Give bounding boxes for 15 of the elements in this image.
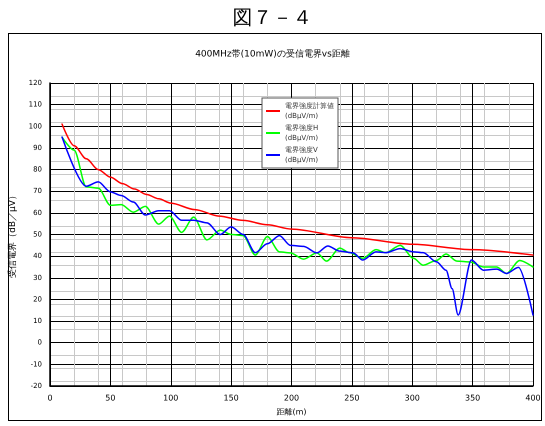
- x-tick-label: 350: [464, 394, 480, 402]
- x-tick-label: 50: [105, 394, 116, 402]
- x-tick-label: 250: [344, 394, 360, 402]
- line-series: [61, 136, 534, 316]
- x-tick-label: 0: [47, 394, 53, 402]
- chart-title: 図７－４: [232, 5, 312, 29]
- chart-subtitle: 400MHz帯(10mW)の受信電界vs距離: [195, 48, 350, 60]
- line-series: [61, 123, 534, 256]
- x-tick-label: 100: [163, 394, 178, 402]
- x-tick-label: 200: [284, 394, 300, 402]
- x-axis-title: 距離(m): [276, 408, 307, 416]
- x-tick-label: 300: [404, 394, 420, 402]
- line-series: [61, 136, 534, 274]
- x-tick-label: 400: [525, 394, 541, 402]
- x-tick-label: 150: [223, 394, 239, 402]
